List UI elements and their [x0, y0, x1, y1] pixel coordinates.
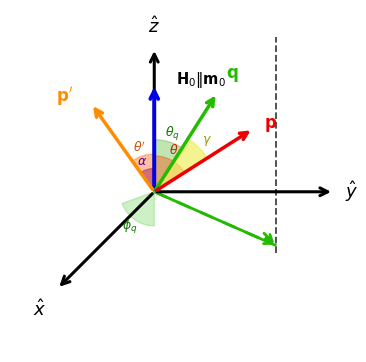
Wedge shape	[154, 156, 184, 192]
Text: $\gamma$: $\gamma$	[202, 134, 212, 148]
Wedge shape	[141, 168, 154, 192]
Text: $\mathbf{p}'$: $\mathbf{p}'$	[56, 85, 74, 108]
Text: $\mathbf{p}$: $\mathbf{p}$	[264, 116, 277, 134]
Text: $\theta$: $\theta$	[169, 143, 178, 157]
Text: $\hat{x}$: $\hat{x}$	[33, 299, 46, 320]
Text: $\mathbf{H}_0 \| \mathbf{m}_0$: $\mathbf{H}_0 \| \mathbf{m}_0$	[176, 71, 225, 90]
Wedge shape	[154, 140, 207, 192]
Text: $\alpha$: $\alpha$	[137, 155, 147, 168]
Wedge shape	[122, 192, 154, 226]
Text: $\hat{z}$: $\hat{z}$	[148, 17, 160, 37]
Text: $\theta'$: $\theta'$	[133, 140, 146, 155]
Text: $\theta_q$: $\theta_q$	[165, 125, 180, 143]
Text: $\mathbf{q}$: $\mathbf{q}$	[226, 66, 239, 84]
Text: $\phi_q$: $\phi_q$	[122, 218, 137, 236]
Wedge shape	[132, 154, 154, 192]
Wedge shape	[154, 140, 184, 192]
Text: $\hat{y}$: $\hat{y}$	[345, 180, 358, 204]
